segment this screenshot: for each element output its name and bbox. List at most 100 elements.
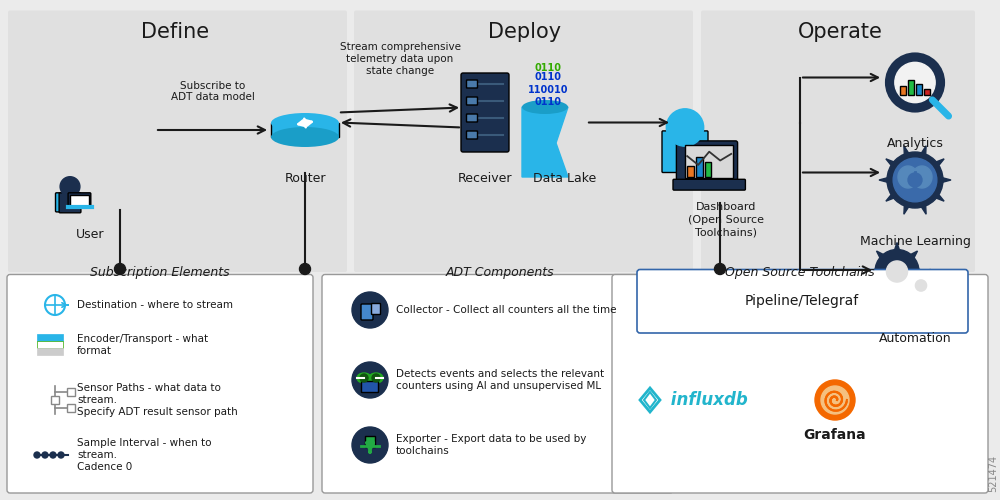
Polygon shape (902, 284, 909, 288)
Text: Data Lake: Data Lake (533, 172, 597, 186)
FancyBboxPatch shape (900, 86, 906, 94)
Ellipse shape (912, 166, 932, 188)
FancyBboxPatch shape (673, 180, 745, 190)
FancyBboxPatch shape (67, 404, 75, 412)
Text: ADT Components: ADT Components (446, 266, 554, 279)
Ellipse shape (271, 113, 339, 133)
Polygon shape (894, 242, 900, 252)
Circle shape (895, 62, 935, 102)
Ellipse shape (522, 100, 568, 114)
FancyBboxPatch shape (924, 88, 930, 94)
Text: Open Source Toolchains: Open Source Toolchains (725, 266, 875, 279)
Circle shape (886, 261, 908, 282)
FancyBboxPatch shape (322, 274, 673, 493)
Polygon shape (904, 146, 910, 158)
FancyBboxPatch shape (685, 145, 733, 178)
Text: Pipeline/Telegraf: Pipeline/Telegraf (745, 294, 859, 308)
FancyBboxPatch shape (612, 274, 988, 493)
Polygon shape (925, 269, 930, 276)
Circle shape (372, 374, 380, 382)
Text: Define: Define (141, 22, 209, 42)
Circle shape (714, 264, 726, 274)
Circle shape (58, 452, 64, 458)
Polygon shape (933, 159, 944, 168)
Text: Exporter - Export data to be used by
toolchains: Exporter - Export data to be used by too… (396, 434, 586, 456)
FancyBboxPatch shape (37, 341, 63, 348)
FancyBboxPatch shape (8, 10, 347, 272)
Text: 0110
110010
0110: 0110 110010 0110 (528, 72, 568, 107)
Text: Router: Router (284, 172, 326, 186)
Polygon shape (920, 202, 926, 214)
Circle shape (352, 292, 388, 328)
Circle shape (352, 427, 388, 463)
FancyBboxPatch shape (662, 131, 708, 172)
Polygon shape (894, 292, 900, 300)
Text: User: User (76, 228, 104, 240)
Polygon shape (920, 146, 926, 158)
FancyBboxPatch shape (67, 388, 75, 396)
FancyBboxPatch shape (696, 157, 703, 177)
FancyBboxPatch shape (676, 141, 738, 186)
Polygon shape (522, 107, 568, 177)
FancyBboxPatch shape (466, 114, 478, 122)
Text: Stream comprehensive
telemetry data upon
state change: Stream comprehensive telemetry data upon… (340, 42, 460, 76)
Polygon shape (933, 192, 944, 201)
FancyBboxPatch shape (271, 123, 339, 137)
Ellipse shape (357, 373, 371, 383)
FancyBboxPatch shape (37, 348, 63, 355)
Polygon shape (912, 269, 917, 276)
Circle shape (300, 264, 310, 274)
Circle shape (352, 362, 388, 398)
FancyBboxPatch shape (908, 80, 914, 94)
Text: 521474: 521474 (988, 455, 998, 492)
Circle shape (666, 109, 704, 146)
Text: Subscription Elements: Subscription Elements (90, 266, 230, 279)
FancyBboxPatch shape (705, 162, 711, 177)
Text: Operate: Operate (798, 22, 882, 42)
Text: Deploy: Deploy (488, 22, 562, 42)
FancyBboxPatch shape (37, 334, 63, 341)
Polygon shape (876, 284, 885, 292)
FancyBboxPatch shape (466, 131, 478, 139)
Circle shape (887, 152, 943, 208)
Text: Detects events and selects the relevant
counters using AI and unsupervised ML: Detects events and selects the relevant … (396, 369, 604, 391)
Polygon shape (917, 268, 926, 274)
FancyBboxPatch shape (354, 10, 693, 272)
Polygon shape (868, 268, 877, 274)
Text: Machine Learning: Machine Learning (860, 235, 970, 248)
Text: Analytics: Analytics (887, 138, 943, 150)
Circle shape (915, 280, 927, 291)
FancyBboxPatch shape (70, 194, 89, 206)
Circle shape (34, 452, 40, 458)
Text: influxdb: influxdb (665, 391, 748, 409)
FancyBboxPatch shape (361, 304, 373, 320)
Circle shape (360, 374, 368, 382)
FancyBboxPatch shape (362, 382, 378, 392)
FancyBboxPatch shape (637, 270, 968, 333)
Polygon shape (876, 251, 885, 260)
Ellipse shape (369, 373, 383, 383)
Polygon shape (909, 284, 918, 292)
Circle shape (815, 380, 855, 420)
Text: Receiver: Receiver (458, 172, 512, 186)
Circle shape (893, 158, 937, 202)
Text: Automation: Automation (879, 332, 951, 345)
Text: Collector - Collect all counters all the time: Collector - Collect all counters all the… (396, 305, 616, 315)
Circle shape (114, 264, 126, 274)
FancyBboxPatch shape (916, 84, 922, 94)
Polygon shape (909, 251, 918, 260)
Circle shape (60, 176, 80, 197)
FancyBboxPatch shape (701, 10, 975, 272)
FancyBboxPatch shape (7, 274, 313, 493)
Polygon shape (933, 284, 940, 288)
Text: Encoder/Transport - what
format: Encoder/Transport - what format (77, 334, 208, 356)
FancyBboxPatch shape (687, 166, 694, 177)
FancyBboxPatch shape (56, 193, 63, 212)
Circle shape (821, 386, 849, 414)
Text: Grafana: Grafana (804, 428, 866, 442)
Text: Subscribe to
ADT data model: Subscribe to ADT data model (171, 81, 255, 102)
Polygon shape (940, 177, 951, 183)
Polygon shape (925, 294, 930, 302)
Polygon shape (879, 177, 890, 183)
Circle shape (887, 54, 943, 110)
